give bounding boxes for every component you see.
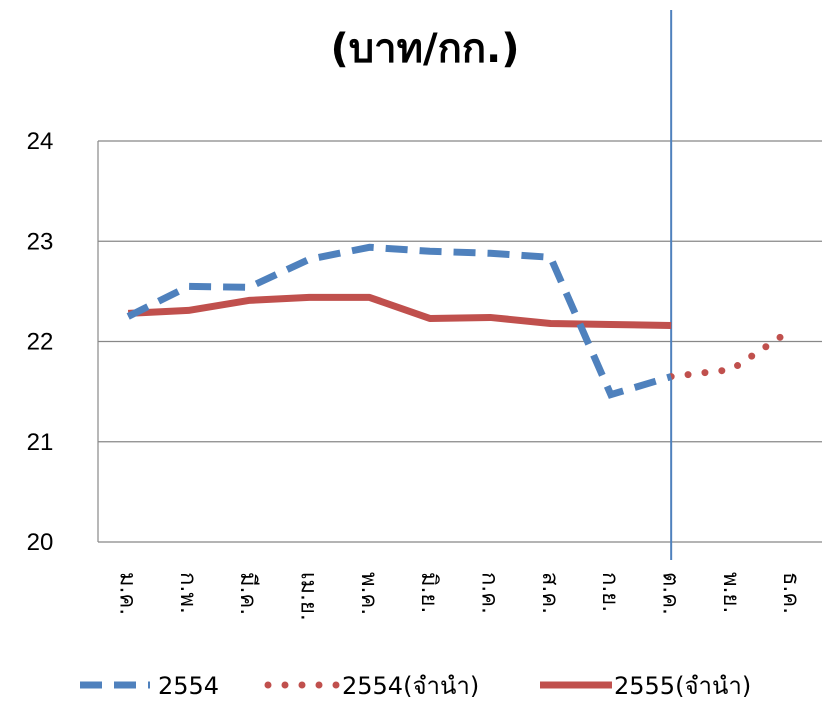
y-tick-label: 21 — [27, 429, 54, 456]
series-line-2554 — [126, 243, 673, 399]
series-group — [126, 10, 796, 560]
x-axis: ม.ค. ก.พ. มี.ค. เม.ย. พ.ค. มิ.ย. ก.ค. ส.ค. ก.ย. ต… — [114, 572, 803, 621]
grid-lines — [98, 140, 822, 543]
x-tick-label: เม.ย. — [295, 572, 320, 621]
legend: 2554 2554(จำนำ) 2555(จำนำ) — [80, 672, 751, 700]
x-tick-label: ส.ค. — [537, 572, 562, 614]
y-tick-label: 22 — [27, 329, 54, 356]
y-tick-label: 23 — [27, 228, 54, 255]
x-tick-label: ก.ค. — [476, 572, 501, 614]
x-tick-label: ก.ย. — [597, 572, 622, 612]
legend-label: 2554(จำนำ) — [342, 672, 479, 700]
series-line-2554(จำนำ) — [667, 325, 796, 381]
x-tick-label: พ.ย. — [718, 572, 743, 613]
series-line-2555(จำนำ) — [127, 293, 672, 329]
legend-label: 2554 — [158, 672, 219, 700]
x-tick-label: มี.ค. — [235, 572, 260, 615]
y-tick-label: 20 — [27, 529, 54, 556]
chart-title: (บาท/กก.) — [330, 26, 519, 72]
y-tick-label: 24 — [27, 128, 54, 155]
x-tick-label: ก.พ. — [175, 572, 200, 614]
x-tick-label: มิ.ย. — [416, 572, 441, 613]
x-tick-label: ต.ค. — [657, 572, 682, 615]
x-tick-label: พ.ค. — [356, 572, 381, 615]
y-axis: 20 21 22 23 24 — [27, 128, 99, 556]
x-tick-label: ธ.ค. — [778, 572, 803, 614]
legend-label: 2555(จำนำ) — [614, 672, 751, 700]
x-tick-label: ม.ค. — [114, 572, 139, 615]
